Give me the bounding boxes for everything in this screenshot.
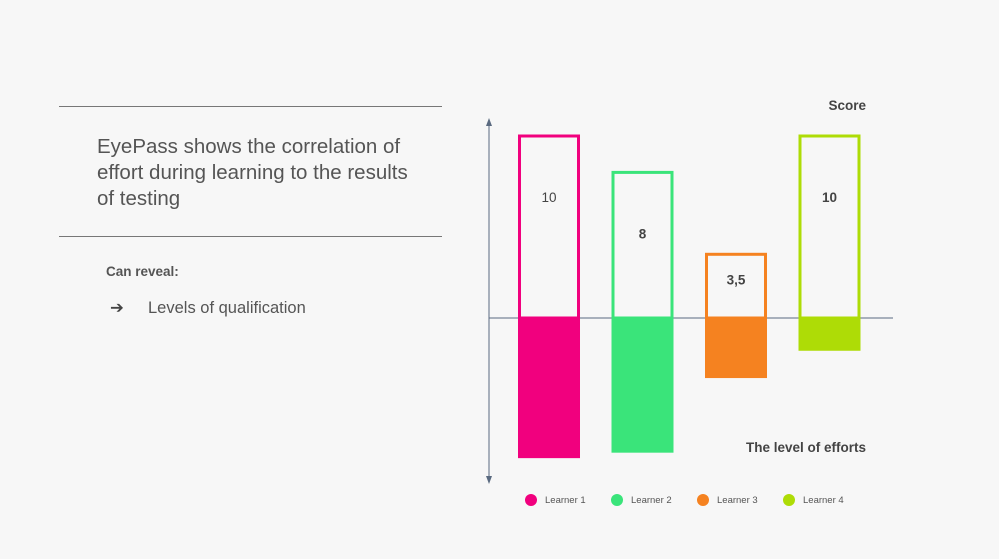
reveal-item: ➔ Levels of qualification <box>110 298 306 318</box>
arrow-right-icon: ➔ <box>110 299 124 317</box>
legend-swatch-learner-3 <box>697 494 709 506</box>
can-reveal-label: Can reveal: <box>106 264 179 279</box>
score-bar-learner-4 <box>798 134 861 320</box>
score-value-learner-3: 3,5 <box>727 272 746 287</box>
bottom-divider <box>59 236 442 237</box>
effort-bar-learner-1 <box>518 318 580 459</box>
top-divider <box>59 106 442 107</box>
score-bar-learner-1 <box>518 134 580 320</box>
score-bar-learner-2 <box>611 170 674 320</box>
legend-label-learner-4: Learner 4 <box>803 495 844 506</box>
score-value-learner-1: 10 <box>541 190 556 205</box>
effort-axis-label: The level of efforts <box>746 440 866 455</box>
headline: EyePass shows the correlation of effort … <box>97 135 408 210</box>
axis-arrow-down-icon <box>486 476 492 484</box>
legend-label-learner-3: Learner 3 <box>717 495 758 506</box>
axis-arrow-up-icon <box>486 118 492 126</box>
reveal-item-text: Levels of qualification <box>148 299 306 317</box>
score-value-learner-4: 10 <box>822 190 837 205</box>
effort-bar-learner-2 <box>611 318 674 453</box>
legend-swatch-learner-2 <box>611 494 623 506</box>
score-axis-label: Score <box>828 98 866 113</box>
legend-swatch-learner-1 <box>525 494 537 506</box>
legend-label-learner-2: Learner 2 <box>631 495 672 506</box>
legend-swatch-learner-4 <box>783 494 795 506</box>
effort-bar-learner-4 <box>798 318 861 351</box>
effort-bar-learner-3 <box>705 318 767 379</box>
score-value-learner-2: 8 <box>639 226 647 241</box>
legend-label-learner-1: Learner 1 <box>545 495 586 506</box>
